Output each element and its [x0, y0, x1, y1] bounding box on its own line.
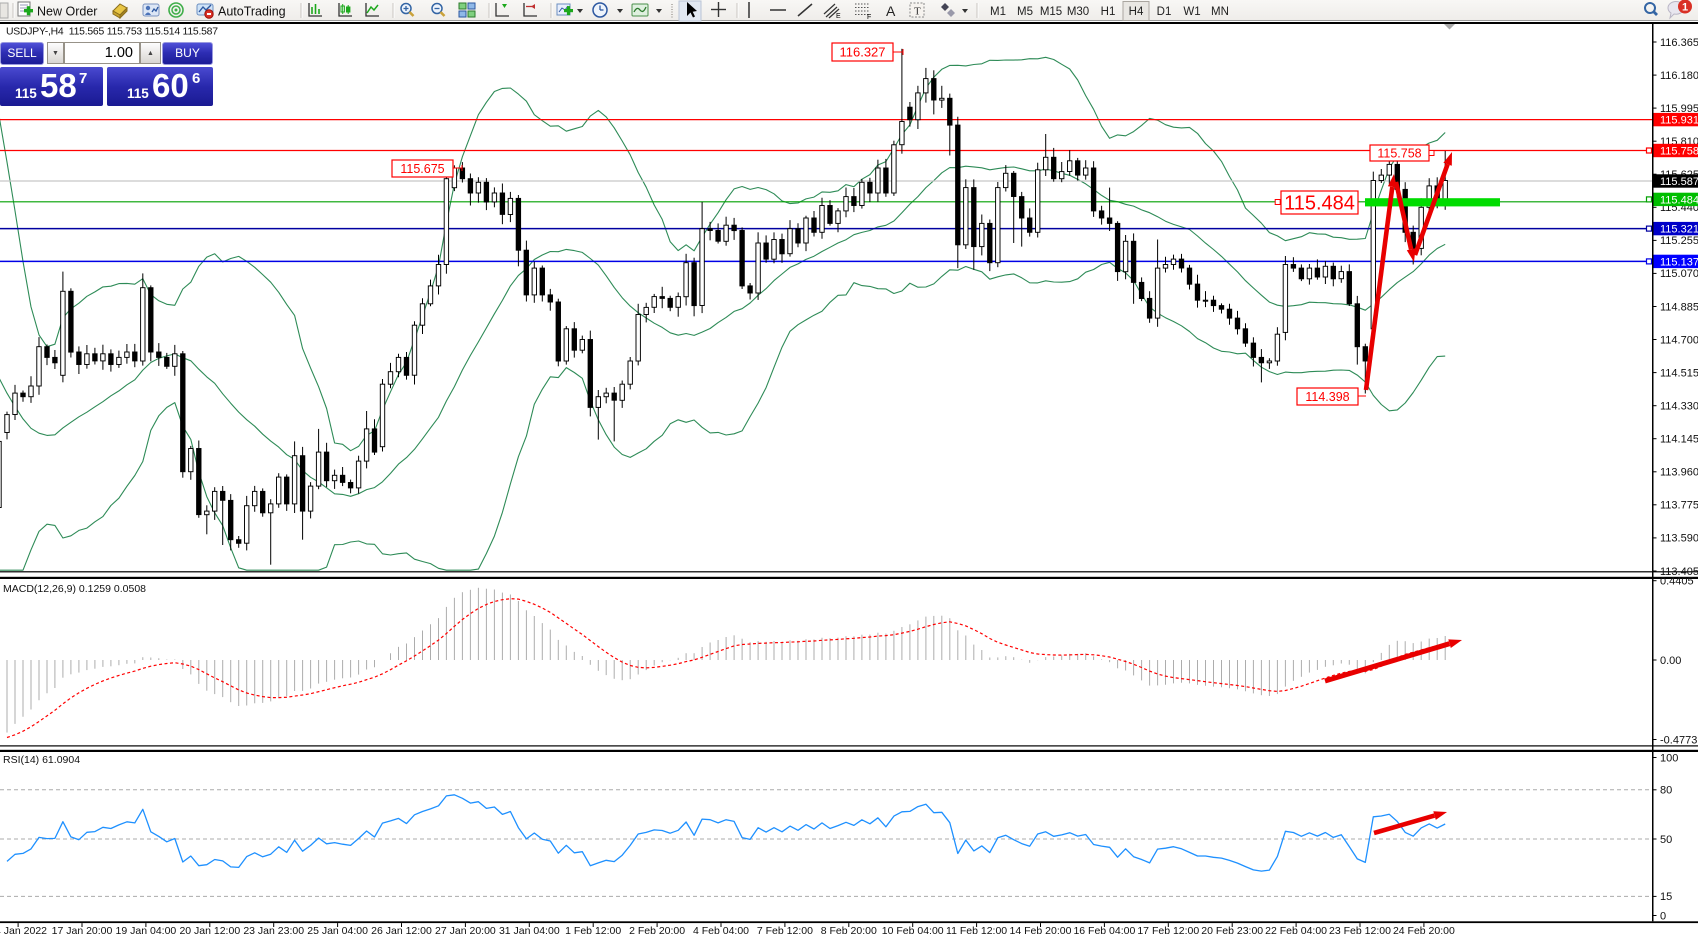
svg-text:115.758: 115.758	[1377, 147, 1421, 161]
svg-text:114.885: 114.885	[1660, 301, 1698, 313]
svg-text:D1: D1	[1157, 6, 1172, 18]
svg-text:7 Feb 12:00: 7 Feb 12:00	[757, 925, 813, 936]
svg-text:80: 80	[1660, 785, 1672, 797]
svg-text:M15: M15	[1040, 6, 1062, 18]
svg-text:RSI(14) 61.0904: RSI(14) 61.0904	[3, 754, 80, 766]
svg-text:113.775: 113.775	[1660, 500, 1698, 512]
svg-text:115.758: 115.758	[1660, 145, 1698, 157]
svg-text:14 Feb 20:00: 14 Feb 20:00	[1010, 925, 1072, 936]
svg-text:MACD(12,26,9) 0.1259 0.0508: MACD(12,26,9) 0.1259 0.0508	[3, 583, 146, 595]
svg-text:17 Feb 12:00: 17 Feb 12:00	[1137, 925, 1199, 936]
svg-text:AutoTrading: AutoTrading	[218, 5, 286, 19]
svg-text:F: F	[867, 14, 871, 21]
svg-text:8 Feb 20:00: 8 Feb 20:00	[821, 925, 877, 936]
svg-text:0.4405: 0.4405	[1660, 576, 1694, 588]
svg-text:W1: W1	[1183, 6, 1200, 18]
svg-text:2 Feb 20:00: 2 Feb 20:00	[629, 925, 685, 936]
svg-text:10 Feb 04:00: 10 Feb 04:00	[882, 925, 944, 936]
svg-text:14 Jan 2022: 14 Jan 2022	[0, 925, 47, 936]
svg-text:24 Feb 20:00: 24 Feb 20:00	[1393, 925, 1455, 936]
svg-text:M5: M5	[1017, 6, 1033, 18]
svg-text:11 Feb 12:00: 11 Feb 12:00	[946, 925, 1007, 936]
svg-text:113.405: 113.405	[1660, 566, 1698, 578]
svg-text:0.00: 0.00	[1660, 655, 1681, 667]
svg-text:20 Feb 23:00: 20 Feb 23:00	[1201, 925, 1263, 936]
svg-text:New Order: New Order	[37, 5, 97, 19]
svg-text:1: 1	[1682, 2, 1688, 14]
svg-text:115.484: 115.484	[1660, 194, 1698, 206]
svg-text:115.484: 115.484	[1284, 193, 1355, 215]
svg-text:114.398: 114.398	[1305, 390, 1349, 404]
svg-text:USDJPY-,H4 115.565 115.753 11: USDJPY-,H4 115.565 115.753 115.514 115.5…	[6, 27, 218, 38]
svg-text:T: T	[914, 6, 921, 18]
svg-text:17 Jan 20:00: 17 Jan 20:00	[52, 925, 113, 936]
svg-text:23 Jan 23:00: 23 Jan 23:00	[243, 925, 304, 936]
svg-text:25 Jan 04:00: 25 Jan 04:00	[307, 925, 368, 936]
svg-text:-0.4773: -0.4773	[1660, 734, 1697, 746]
svg-text:114.145: 114.145	[1660, 434, 1698, 446]
svg-text:22 Feb 04:00: 22 Feb 04:00	[1265, 925, 1327, 936]
svg-text:114.330: 114.330	[1660, 401, 1698, 413]
svg-text:50: 50	[1660, 834, 1672, 846]
svg-text:A: A	[886, 3, 896, 19]
svg-text:23 Feb 12:00: 23 Feb 12:00	[1329, 925, 1391, 936]
svg-text:MN: MN	[1211, 6, 1229, 18]
svg-text:113.960: 113.960	[1660, 467, 1698, 479]
svg-text:H4: H4	[1129, 6, 1144, 18]
svg-text:114.515: 114.515	[1660, 367, 1698, 379]
svg-text:16 Feb 04:00: 16 Feb 04:00	[1073, 925, 1135, 936]
svg-text:27 Jan 20:00: 27 Jan 20:00	[435, 925, 496, 936]
svg-text:M30: M30	[1067, 6, 1089, 18]
svg-text:114.700: 114.700	[1660, 334, 1698, 346]
svg-text:115.931: 115.931	[1660, 115, 1698, 127]
svg-text:115.321: 115.321	[1660, 224, 1698, 236]
svg-text:116.365: 116.365	[1660, 37, 1698, 49]
svg-text:115.587: 115.587	[1660, 176, 1698, 188]
svg-text:M1: M1	[990, 6, 1006, 18]
svg-text:H1: H1	[1101, 6, 1116, 18]
svg-text:100: 100	[1660, 752, 1678, 764]
svg-text:E: E	[836, 13, 841, 20]
svg-text:116.327: 116.327	[839, 45, 885, 60]
svg-text:115.070: 115.070	[1660, 268, 1698, 280]
svg-text:113.590: 113.590	[1660, 533, 1698, 545]
svg-text:19 Jan 04:00: 19 Jan 04:00	[116, 925, 177, 936]
svg-text:1 Feb 12:00: 1 Feb 12:00	[565, 925, 621, 936]
svg-text:115.995: 115.995	[1660, 103, 1698, 115]
svg-text:15: 15	[1660, 891, 1672, 903]
svg-text:4 Feb 04:00: 4 Feb 04:00	[693, 925, 749, 936]
svg-text:20 Jan 12:00: 20 Jan 12:00	[179, 925, 240, 936]
svg-text:0: 0	[1660, 910, 1666, 922]
svg-text:115.255: 115.255	[1660, 235, 1698, 247]
svg-text:115.675: 115.675	[400, 162, 444, 176]
svg-text:115.137: 115.137	[1660, 256, 1698, 268]
svg-text:31 Jan 04:00: 31 Jan 04:00	[499, 925, 560, 936]
svg-text:26 Jan 12:00: 26 Jan 12:00	[371, 925, 432, 936]
svg-text:116.180: 116.180	[1660, 70, 1698, 82]
